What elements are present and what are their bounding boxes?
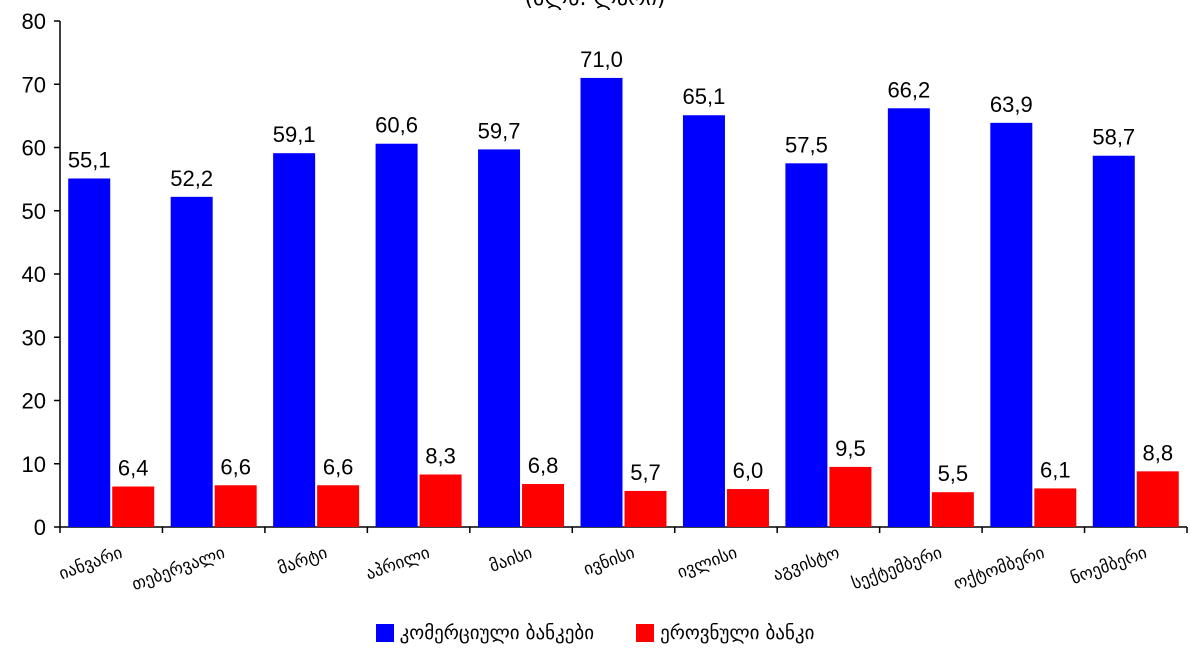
bar-national-bank: [625, 491, 667, 527]
data-label: 6,6: [220, 454, 251, 479]
legend-swatch-blue: [376, 624, 394, 642]
y-tick-label: 80: [22, 9, 46, 34]
bar-national-bank: [1034, 488, 1076, 527]
data-label: 63,9: [990, 92, 1033, 117]
bar-commercial-banks: [785, 163, 827, 527]
bar-commercial-banks: [683, 115, 725, 527]
bar-commercial-banks: [273, 153, 315, 527]
x-category-label: სექტემბერი: [849, 543, 945, 594]
bar-commercial-banks: [478, 149, 520, 527]
legend-label: კომერციული ბანკები: [400, 622, 594, 644]
bar-national-bank: [829, 467, 871, 527]
data-label: 59,1: [273, 122, 316, 147]
x-category-label: მარტი: [275, 543, 330, 579]
x-category-label: თებერვალი: [129, 543, 227, 595]
x-category-label: ივნისი: [581, 543, 638, 580]
data-label: 5,7: [630, 460, 661, 485]
y-tick-label: 40: [22, 262, 46, 287]
x-category-label: აგვისტო: [770, 543, 842, 586]
data-label: 71,0: [580, 47, 623, 72]
data-label: 6,8: [528, 453, 559, 478]
data-label: 6,6: [323, 454, 354, 479]
bar-commercial-banks: [68, 178, 110, 527]
data-label: 8,3: [425, 444, 456, 469]
data-label: 8,8: [1142, 440, 1173, 465]
data-label: 6,4: [118, 456, 149, 481]
bar-commercial-banks: [171, 197, 213, 527]
data-label: 59,7: [478, 118, 521, 143]
data-label: 6,0: [733, 458, 764, 483]
bar-national-bank: [112, 487, 154, 527]
y-tick-label: 60: [22, 136, 46, 161]
bar-chart: 0 10 20 30 40 50 60 70 80 55,1 6,4 იანვარი 52,2 6,6 თე…: [0, 0, 1190, 620]
data-label: 55,1: [68, 147, 111, 172]
y-tick-label: 50: [22, 199, 46, 224]
data-label: 66,2: [887, 77, 930, 102]
bar-national-bank: [317, 485, 359, 527]
bar-commercial-banks: [376, 144, 418, 527]
x-category-label: იანვარი: [56, 543, 125, 584]
y-tick-label: 70: [22, 72, 46, 97]
legend: კომერციული ბანკები ეროვნული ბანკი: [0, 622, 1190, 647]
x-category-label: ოქტომბერი: [951, 543, 1047, 594]
bar-national-bank: [727, 489, 769, 527]
data-label: 57,5: [785, 132, 828, 157]
y-tick-label: 0: [34, 515, 46, 540]
data-label: 6,1: [1040, 457, 1071, 482]
bar-commercial-banks: [888, 108, 930, 527]
data-label: 60,6: [375, 113, 418, 138]
bar-commercial-banks: [1093, 156, 1135, 527]
bar-commercial-banks: [990, 123, 1032, 527]
bar-national-bank: [1137, 471, 1179, 527]
data-label: 52,2: [170, 166, 213, 191]
legend-label: ეროვნული ბანკი: [660, 622, 814, 644]
data-label: 58,7: [1092, 125, 1135, 150]
data-label: 9,5: [835, 436, 866, 461]
bar-national-bank: [932, 492, 974, 527]
legend-swatch-red: [636, 624, 654, 642]
bar-national-bank: [522, 484, 564, 527]
y-tick-label: 10: [22, 452, 46, 477]
bar-national-bank: [420, 475, 462, 527]
legend-item-national-bank: ეროვნული ბანკი: [636, 622, 814, 644]
legend-item-commercial-banks: კომერციული ბანკები: [376, 622, 594, 644]
bar-commercial-banks: [581, 78, 623, 527]
x-category-label: ივლისი: [675, 543, 740, 583]
x-category-label: მაისი: [487, 543, 535, 577]
y-tick-label: 20: [22, 389, 46, 414]
y-tick-label: 30: [22, 325, 46, 350]
x-category-label: აპრილი: [363, 543, 432, 585]
bar-national-bank: [215, 485, 257, 527]
data-label: 65,1: [683, 84, 726, 109]
data-label: 5,5: [938, 461, 969, 486]
x-category-label: ნოემბერი: [1068, 543, 1150, 589]
